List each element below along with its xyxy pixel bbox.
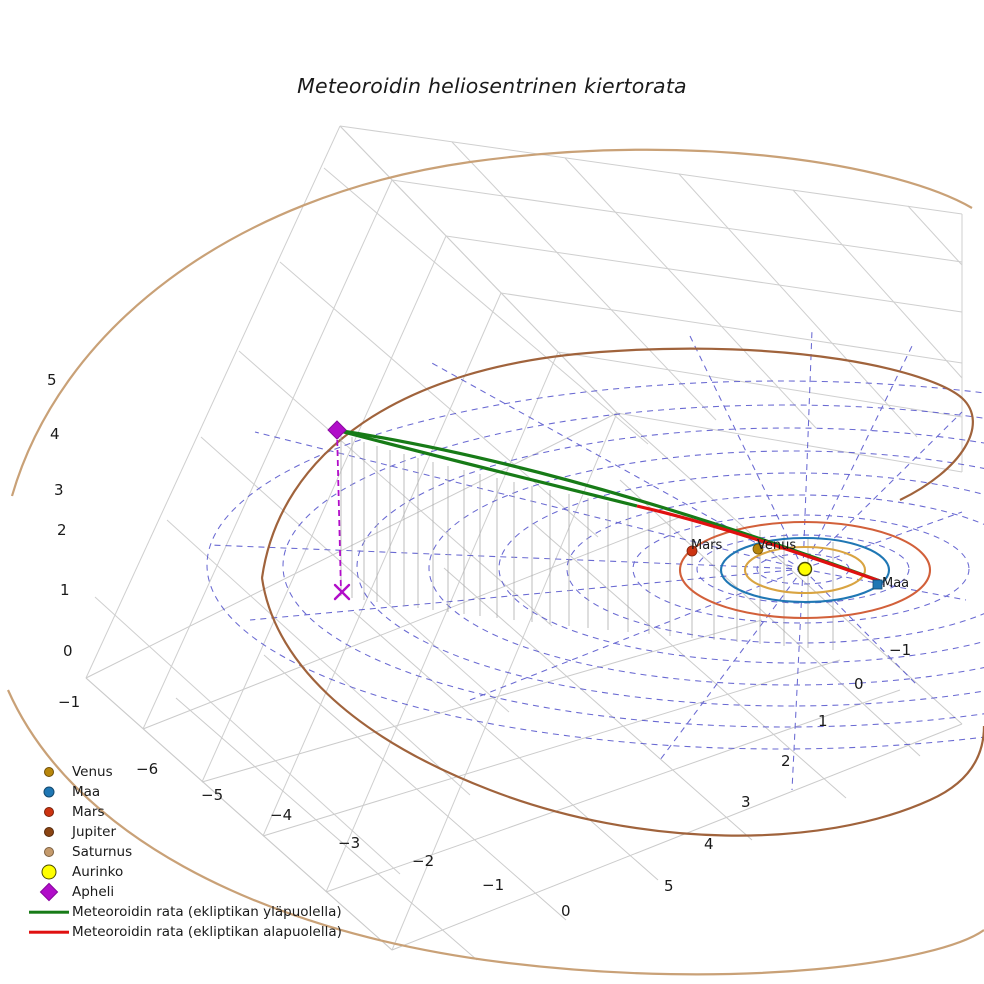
sun-marker-icon <box>26 862 72 882</box>
aphelion-dropline <box>336 429 342 593</box>
x-tick-label: −1 <box>482 876 505 894</box>
orbit-jupiter <box>260 347 984 837</box>
maa-label: Maa <box>882 576 910 591</box>
legend-label: Apheli <box>72 884 115 900</box>
legend-item-venus[interactable]: Venus <box>26 762 346 782</box>
legend-item-orbit-below[interactable]: Meteoroidin rata (ekliptikan alapuolella… <box>26 922 346 942</box>
x-tick-label: −2 <box>412 852 435 870</box>
circle-marker-icon <box>26 802 72 822</box>
legend-label: Aurinko <box>72 864 124 880</box>
orbit-venus <box>743 545 867 595</box>
mars-label: Mars <box>691 538 723 553</box>
legend-item-maa[interactable]: Maa <box>26 782 346 802</box>
line-swatch-icon <box>26 922 72 942</box>
y-tick-label: 1 <box>818 712 828 730</box>
circle-marker-icon <box>26 822 72 842</box>
mars-marker <box>686 545 698 557</box>
legend-label: Mars <box>72 804 105 820</box>
aphelion-marker <box>327 420 347 440</box>
x-tick-label: −6 <box>136 760 159 778</box>
legend-item-saturnus[interactable]: Saturnus <box>26 842 346 862</box>
orbit-mars <box>678 520 932 620</box>
aurinko-marker <box>797 561 813 577</box>
y-tick-label: 4 <box>704 835 714 853</box>
z-tick-label: 3 <box>54 481 64 499</box>
z-tick-label: 5 <box>47 371 57 389</box>
page-title: Meteoroidin heliosentrinen kiertorata <box>297 74 687 98</box>
circle-marker-icon <box>26 842 72 862</box>
x-tick-label: −4 <box>270 806 293 824</box>
legend-label: Saturnus <box>72 844 133 860</box>
meteoroid-orbit-below <box>636 504 881 583</box>
diamond-marker-icon <box>26 882 72 902</box>
z-tick-label: 4 <box>50 425 60 443</box>
legend-item-mars[interactable]: Mars <box>26 802 346 822</box>
x-tick-label: −5 <box>201 786 224 804</box>
legend: Venus Maa Mars Jupiter Saturnus <box>26 762 346 942</box>
legend-label: Venus <box>72 764 113 780</box>
x-tick-label: −3 <box>338 834 361 852</box>
venus-label: Venus <box>757 538 797 553</box>
y-tick-label: 2 <box>781 752 791 770</box>
y-tick-label: 0 <box>854 675 864 693</box>
z-tick-label: 1 <box>60 581 70 599</box>
maa-marker <box>872 579 883 590</box>
z-tick-label: 0 <box>63 642 73 660</box>
y-tick-label: 3 <box>741 793 751 811</box>
orbit-saturnus <box>6 148 984 976</box>
legend-item-orbit-above[interactable]: Meteoroidin rata (ekliptikan yläpuolella… <box>26 902 346 922</box>
legend-item-apheli[interactable]: Apheli <box>26 882 346 902</box>
legend-label: Meteoroidin rata (ekliptikan yläpuolella… <box>72 904 342 920</box>
venus-marker <box>752 543 764 555</box>
z-tick-label: −1 <box>58 693 81 711</box>
x-tick-label: 0 <box>561 902 571 920</box>
y-tick-label: −1 <box>889 641 912 659</box>
circle-marker-icon <box>26 762 72 782</box>
meteoroid-orbit-above-lower <box>335 428 638 508</box>
aphelion-projection-x-icon <box>333 583 351 601</box>
legend-label: Meteoroidin rata (ekliptikan alapuolella… <box>72 924 342 940</box>
legend-item-aurinko[interactable]: Aurinko <box>26 862 346 882</box>
circle-marker-icon <box>26 782 72 802</box>
orbit-maa <box>719 536 891 604</box>
y-tick-label: 5 <box>664 877 674 895</box>
legend-item-jupiter[interactable]: Jupiter <box>26 822 346 842</box>
legend-label: Maa <box>72 784 101 800</box>
line-swatch-icon <box>26 902 72 922</box>
z-tick-label: 2 <box>57 521 67 539</box>
polar-grid-ecliptic <box>206 329 984 791</box>
pane-grid-right <box>339 125 963 473</box>
legend-label: Jupiter <box>72 824 117 840</box>
orbit-droplines <box>340 432 834 650</box>
